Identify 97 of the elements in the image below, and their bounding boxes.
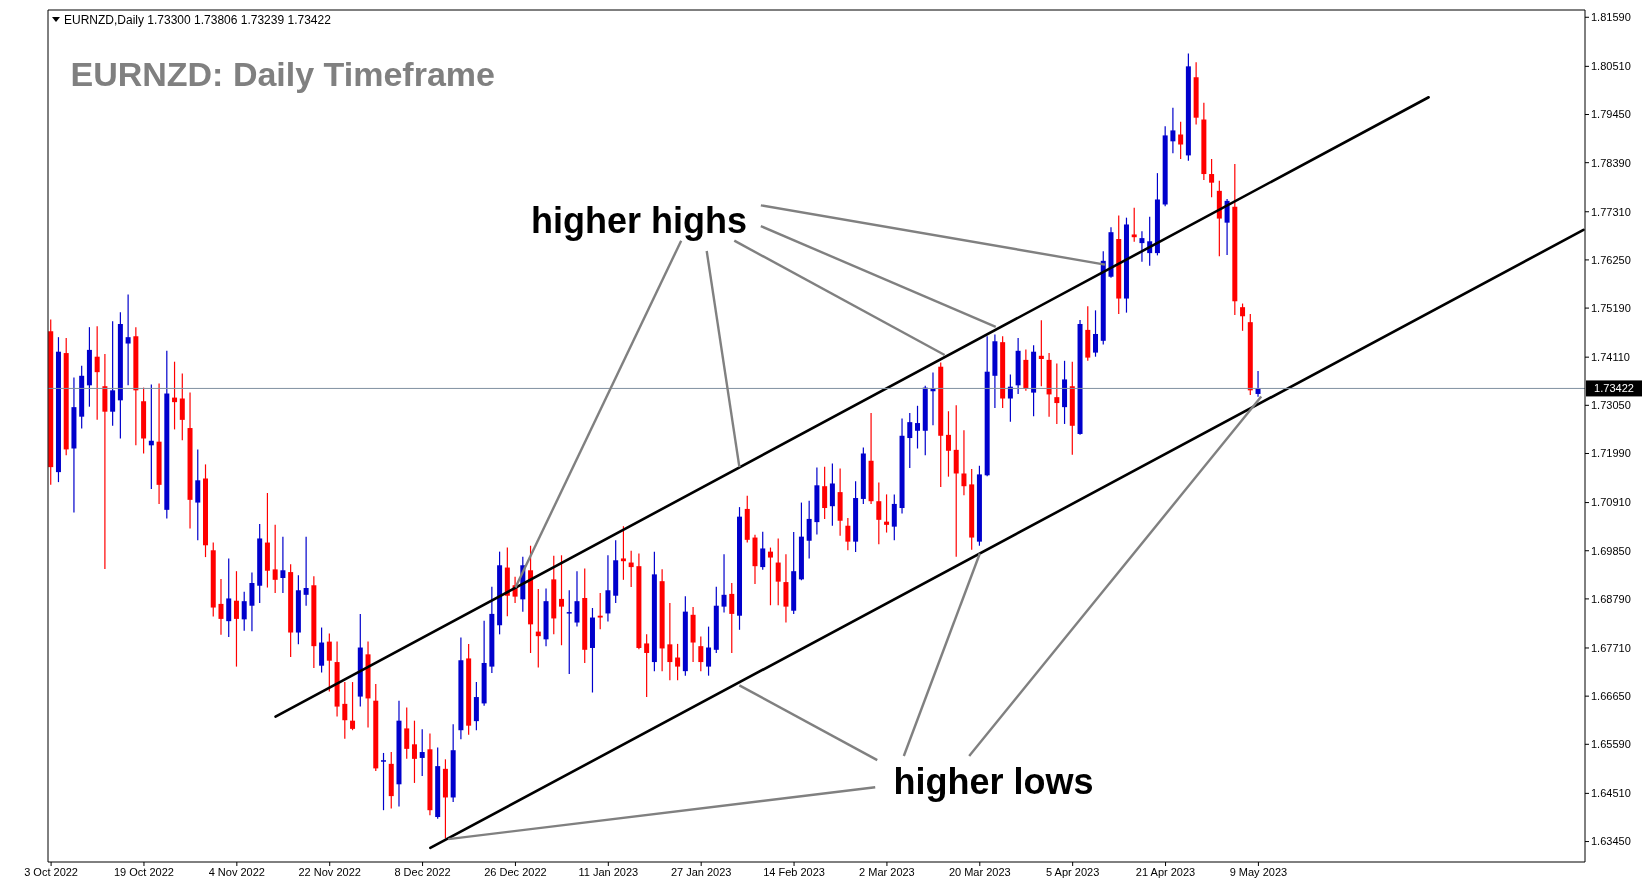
x-tick-label: 22 Nov 2022 xyxy=(298,865,361,878)
x-tick-label: 21 Apr 2023 xyxy=(1135,865,1196,878)
candlestick xyxy=(381,752,387,811)
annotation: higher highs xyxy=(531,200,748,242)
candlestick xyxy=(559,554,565,646)
candlestick xyxy=(319,626,325,674)
candlestick xyxy=(350,681,356,731)
candlestick xyxy=(829,462,835,527)
candlestick xyxy=(775,537,781,606)
x-tick-label: 11 Jan 2023 xyxy=(578,865,639,878)
y-tick-label: 1.66650 xyxy=(1591,690,1631,703)
candlestick xyxy=(94,325,100,421)
candlestick xyxy=(876,481,882,545)
candlestick xyxy=(1038,319,1044,387)
candlestick xyxy=(574,570,580,628)
candlestick xyxy=(953,404,959,558)
candlestick xyxy=(675,643,681,681)
candlestick xyxy=(907,412,913,469)
x-tick-label: 19 Oct 2022 xyxy=(114,865,174,878)
candlestick xyxy=(806,500,812,560)
candlestick xyxy=(411,720,417,784)
y-tick-label: 1.64510 xyxy=(1591,787,1631,800)
y-tick-label: 1.74110 xyxy=(1591,351,1630,364)
candlestick xyxy=(1170,107,1176,154)
candlestick xyxy=(272,524,278,594)
candlestick xyxy=(280,536,286,594)
candlestick xyxy=(644,633,650,698)
candlestick xyxy=(241,591,247,632)
x-tick-label: 9 May 2023 xyxy=(1229,865,1288,878)
candlestick xyxy=(326,632,332,693)
x-tick-label: 8 Dec 2022 xyxy=(394,865,451,878)
candlestick xyxy=(125,293,131,386)
y-tick-label: 1.75190 xyxy=(1591,301,1631,314)
candlestick xyxy=(1240,302,1246,332)
candlestick xyxy=(667,602,673,681)
candlestick xyxy=(1131,207,1137,243)
y-tick-label: 1.65590 xyxy=(1591,738,1631,751)
candlestick xyxy=(404,706,410,760)
y-tick-label: 1.73050 xyxy=(1591,399,1631,412)
y-tick-label: 1.78390 xyxy=(1591,156,1631,169)
candlestick xyxy=(698,636,704,672)
x-tick-label: 2 Mar 2023 xyxy=(859,865,915,878)
candlestick xyxy=(845,517,851,551)
candlestick xyxy=(721,553,727,614)
candlestick xyxy=(233,570,239,668)
candlestick xyxy=(1209,158,1215,198)
y-tick-label: 1.71990 xyxy=(1591,447,1631,460)
y-tick-label: 1.80510 xyxy=(1591,60,1631,73)
y-tick-label: 1.77310 xyxy=(1591,205,1631,218)
candlestick xyxy=(1054,362,1060,425)
candlestick xyxy=(1093,309,1099,358)
text: EURNZD: Daily Timeframe xyxy=(70,54,495,93)
candlestick xyxy=(102,353,108,570)
candlestick xyxy=(961,429,967,496)
x-tick-label: 3 Oct 2022 xyxy=(24,865,79,878)
candlestick xyxy=(1007,373,1013,423)
candlestick xyxy=(597,592,603,630)
y-tick-label: 1.68790 xyxy=(1591,592,1631,605)
annotation: higher lows xyxy=(893,761,1094,803)
candlestick xyxy=(218,578,224,636)
candlestick xyxy=(767,546,773,606)
candlestick xyxy=(945,410,951,478)
candlestick xyxy=(342,681,348,740)
y-tick-label: 1.79450 xyxy=(1591,108,1631,121)
candlestick xyxy=(419,728,425,777)
candlestick xyxy=(822,466,828,520)
candlestick xyxy=(195,448,201,541)
x-tick-label: 5 Apr 2023 xyxy=(1046,865,1100,878)
y-tick-label: 1.70910 xyxy=(1591,496,1631,509)
candlestick xyxy=(706,626,712,677)
y-tick-label: 1.81590 xyxy=(1591,11,1631,24)
candlestick xyxy=(915,405,921,450)
candlestick xyxy=(303,536,309,607)
candlestick xyxy=(1139,230,1145,263)
x-tick-label: 20 Mar 2023 xyxy=(948,865,1011,878)
candlestick xyxy=(226,557,232,638)
candlestick xyxy=(729,582,735,654)
candlestick xyxy=(891,493,897,541)
x-tick-label: 14 Feb 2023 xyxy=(763,865,825,878)
candlestick xyxy=(760,531,766,571)
candlestick xyxy=(566,589,572,675)
ref-line-label: 1.73422 xyxy=(1594,382,1634,395)
candlestick xyxy=(179,372,185,441)
candlestick xyxy=(605,554,611,623)
y-tick-label: 1.63450 xyxy=(1591,835,1631,848)
candlestick xyxy=(249,571,255,632)
candlestick xyxy=(884,493,890,534)
y-tick-label: 1.69850 xyxy=(1591,544,1631,557)
candlestick xyxy=(1178,121,1184,160)
y-tick-label: 1.76250 xyxy=(1591,253,1631,266)
candlestick xyxy=(620,525,626,581)
candlestick xyxy=(110,320,116,427)
y-tick-label: 1.67710 xyxy=(1591,641,1631,654)
x-tick-label: 4 Nov 2022 xyxy=(208,865,265,878)
chart-subtitle: EURNZD,Daily 1.73300 1.73806 1.73239 1.73422 xyxy=(64,13,332,27)
x-tick-label: 27 Jan 2023 xyxy=(670,865,732,878)
x-tick-label: 26 Dec 2022 xyxy=(484,865,547,878)
